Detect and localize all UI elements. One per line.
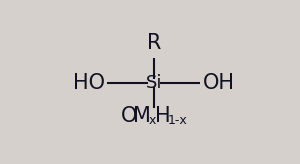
Text: R: R <box>147 32 161 52</box>
Text: OH: OH <box>202 73 235 93</box>
Text: HO: HO <box>73 73 105 93</box>
Text: M: M <box>134 106 151 126</box>
Text: O: O <box>121 106 138 126</box>
Text: x: x <box>148 114 156 127</box>
Text: Si: Si <box>146 74 162 92</box>
Text: H: H <box>155 106 171 126</box>
Text: 1-x: 1-x <box>168 114 187 127</box>
